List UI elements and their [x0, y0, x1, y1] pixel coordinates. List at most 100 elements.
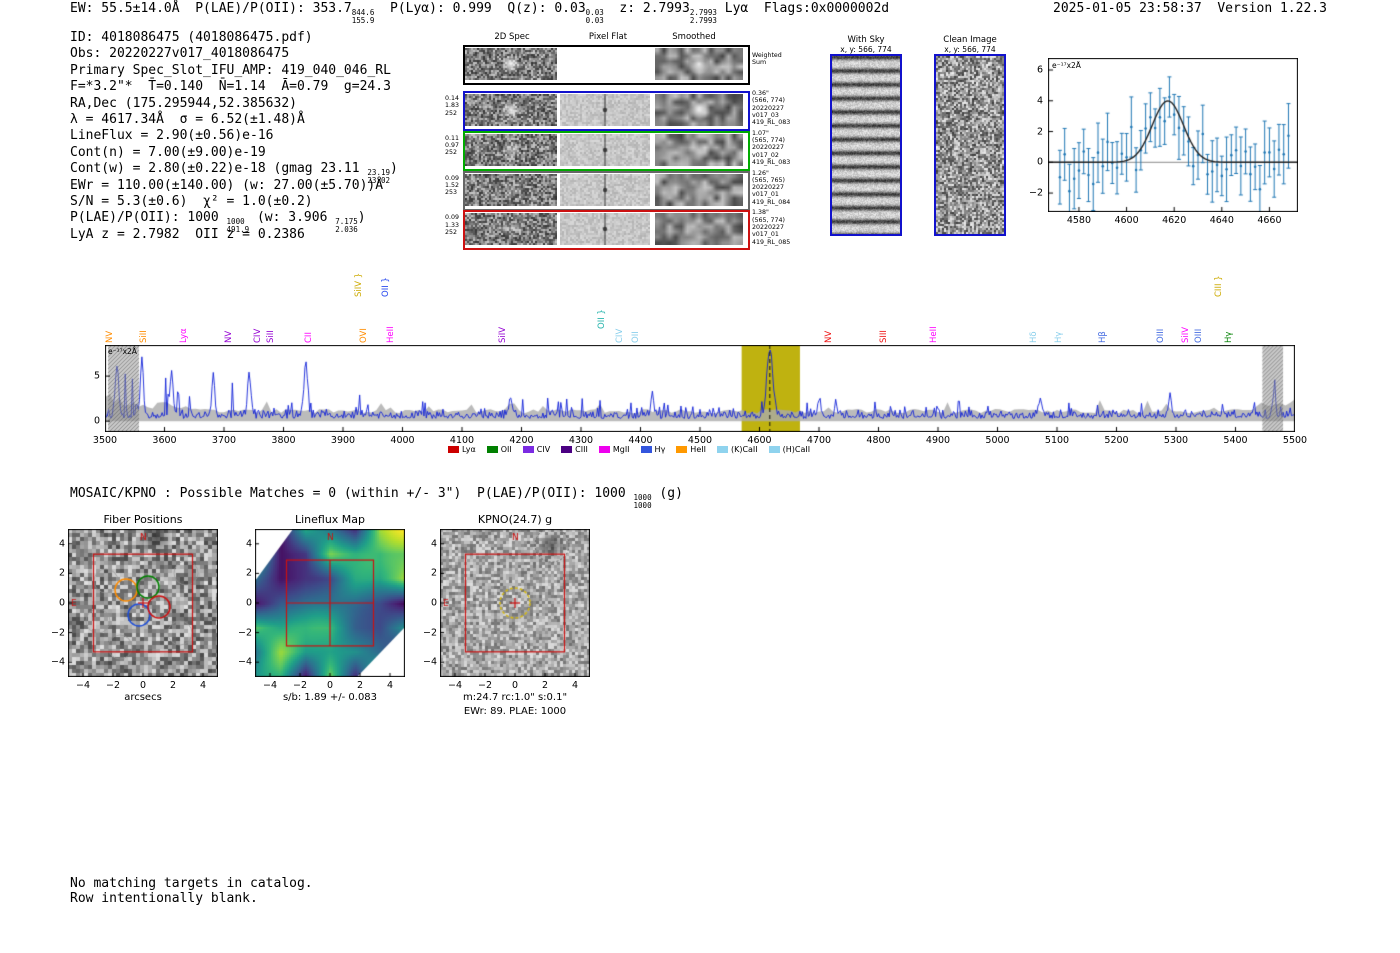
- header-datetime-version: 2025-01-05 23:58:37 Version 1.22.3: [1053, 1, 1327, 16]
- cutout-row-left-labels: 0.09 1.52 253: [445, 174, 460, 197]
- legend-swatch: [486, 446, 498, 453]
- spectral-line-label: OIII: [1156, 328, 1167, 343]
- cutout-row-annotations: 1.38" (565, 774) 20220227 v017_01 419_RL_085: [752, 209, 791, 246]
- inset-ylabel: e⁻¹⁷x2Å: [1052, 61, 1081, 70]
- panel-xlabel-kpno: m:24.7 rc:1.0" s:0.1": [462, 692, 568, 703]
- clean-image-title: Clean Image: [943, 35, 997, 45]
- cutout-row: [463, 45, 750, 85]
- legend-item: HeII: [676, 445, 706, 454]
- legend-label: (H)CaII: [782, 445, 811, 454]
- spectrum-x-tick-label: 4000: [390, 435, 415, 446]
- info-line: Cont(n) = 7.00(±9.00)e-19: [70, 144, 266, 160]
- legend-swatch: [768, 446, 780, 453]
- with-sky-title: With Sky: [847, 35, 885, 45]
- panel-y-tick-label: 4: [245, 538, 252, 550]
- footer-line-1: No matching targets in catalog.: [70, 876, 313, 891]
- legend-label: CIII: [575, 445, 588, 454]
- cutout-flat-image: [560, 48, 650, 80]
- panel-title-lineflux-map: Lineflux Map: [294, 513, 366, 526]
- panel-y-tick-label: 2: [430, 567, 437, 579]
- lineflux-map-image: [255, 529, 405, 677]
- mosaic-match-line: MOSAIC/KPNO : Possible Matches = 0 (with…: [70, 486, 683, 510]
- info-line: λ = 4617.34Å σ = 6.52(±1.48)Å: [70, 112, 305, 127]
- cutout-row-left-labels: 0.11 0.97 252: [445, 134, 460, 157]
- panel-x-tick-label: 4: [386, 680, 394, 691]
- panel-x-tick-label: −4: [447, 680, 463, 691]
- spectrum-x-tick-label: 4900: [925, 435, 951, 446]
- clean-image-subtitle: x, y: 566, 774: [944, 45, 996, 54]
- spectral-line-label: CIV: [614, 328, 625, 343]
- spectrum-x-tick-label: 3900: [330, 435, 356, 446]
- cutout-flat-image: [560, 94, 650, 126]
- panel-xlabel-lineflux: s/b: 1.89 +/- 0.083: [282, 692, 378, 703]
- line-fit-inset-plot: [1048, 58, 1298, 212]
- panel-x-tick-label: 2: [169, 680, 177, 691]
- spectrum-legend: Lyα OII CIV CIII MgII Hγ HeII (K)CaII (H)CaII: [448, 445, 810, 454]
- cutout-spec-image: [465, 213, 557, 246]
- spectral-line-label: Hγ: [1223, 331, 1234, 343]
- panel-x-tick-label: −4: [262, 680, 278, 691]
- full-spectrum-plot: [105, 345, 1295, 432]
- spectrum-x-tick-label: 4700: [806, 435, 832, 446]
- panel-y-tick-label: −2: [422, 627, 437, 639]
- inset-x-tick-label: 4620: [1162, 215, 1187, 226]
- inset-x-tick-label: 4580: [1066, 215, 1092, 226]
- inset-y-tick-label: 4: [1036, 95, 1043, 107]
- spectrum-x-tick-label: 5000: [985, 435, 1010, 446]
- cutout-row-annotations: 0.36" (566, 774) 20220227 v017_03 419_RL_083: [752, 90, 791, 127]
- spectrum-y-tick-label: 0: [93, 415, 100, 427]
- spectrum-x-tick-label: 3700: [211, 435, 237, 446]
- spectral-line-label: NV: [223, 330, 234, 343]
- panel-y-tick-label: −4: [237, 656, 252, 668]
- legend-label: Hγ: [654, 445, 666, 454]
- spectral-line-label: CIII }: [1214, 275, 1225, 297]
- legend-label: CIV: [536, 445, 551, 454]
- panel-x-tick-label: −2: [105, 680, 121, 691]
- spectral-line-label: OII }: [381, 277, 392, 297]
- legend-item: MgII: [598, 445, 630, 454]
- info-line: Cont(w) = 2.80(±0.22)e-18 (gmag 23.11 23…: [70, 161, 398, 185]
- panel-x-tick-label: 0: [326, 680, 334, 691]
- spectral-line-label: Hγ: [1053, 331, 1064, 343]
- legend-item: CIV: [522, 445, 551, 454]
- panel-y-tick-label: 0: [58, 597, 65, 609]
- legend-item: CIII: [561, 445, 588, 454]
- info-line: S/N = 5.3(±0.6) χ² = 1.0(±0.2): [70, 194, 313, 209]
- panel-y-tick-label: 2: [245, 567, 252, 579]
- fiber-positions-image: [68, 529, 218, 677]
- stacked-fraction: 1000 491.9: [226, 217, 250, 234]
- spectral-line-label: NV: [824, 330, 835, 343]
- inset-y-tick-label: −2: [1028, 187, 1043, 199]
- legend-swatch: [448, 446, 459, 453]
- spectrum-x-tick-label: 3600: [152, 435, 177, 446]
- cutout-spec-image: [465, 94, 557, 126]
- info-line: LyA z = 2.7982 OII z = 0.2386: [70, 226, 305, 242]
- spectral-line-label: NV: [105, 330, 116, 343]
- panel-y-tick-label: 0: [430, 597, 437, 609]
- spectrum-x-tick-label: 4400: [628, 435, 653, 446]
- cutout-smooth-image: [655, 48, 743, 80]
- panel-y-tick-label: 4: [430, 538, 437, 550]
- spectrum-x-tick-label: 4800: [866, 435, 891, 446]
- stacked-fraction: 0.03 0.03: [585, 8, 604, 25]
- cutout-row-left-labels: 0.14 1.83 252: [445, 95, 460, 117]
- panel-x-tick-label: 2: [356, 680, 364, 691]
- spectral-line-label: SiIV }: [354, 272, 365, 297]
- spectral-line-label: OII }: [596, 309, 607, 329]
- info-line: ID: 4018086475 (4018086475.pdf): [70, 30, 313, 45]
- spectrum-x-tick-label: 3800: [271, 435, 296, 446]
- stacked-fraction: 1000 1000: [633, 493, 652, 510]
- with-sky-subtitle: x, y: 566, 774: [840, 45, 892, 54]
- cutout-smooth-image: [655, 173, 743, 206]
- clean-image: [934, 54, 1006, 236]
- cutout-row-left-labels: 0.09 1.33 252: [445, 214, 460, 236]
- legend-item: (H)CaII: [768, 445, 811, 454]
- cutout-row: [463, 130, 750, 171]
- cutout-col-header-smoothed: Smoothed: [672, 32, 716, 42]
- cutout-col-header-2dspec: 2D Spec: [494, 32, 530, 42]
- spectral-line-label: Hβ: [1097, 331, 1108, 343]
- legend-swatch: [640, 446, 652, 453]
- spectrum-x-tick-label: 4100: [449, 435, 475, 446]
- panel-y-tick-label: 0: [245, 597, 252, 609]
- spectrum-x-tick-label: 5100: [1044, 435, 1070, 446]
